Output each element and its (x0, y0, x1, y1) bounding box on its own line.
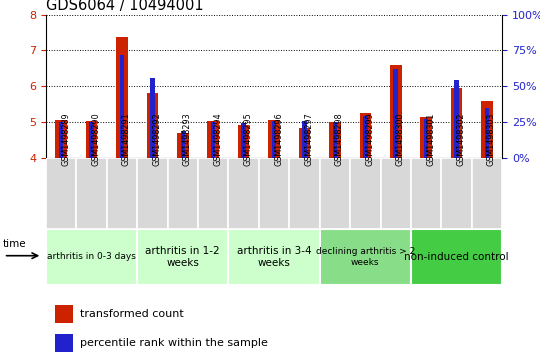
Text: GSM1498297: GSM1498297 (305, 113, 314, 166)
Text: GSM1498301: GSM1498301 (426, 113, 435, 166)
Bar (177, 133, 188, 158)
Text: GSM1498300: GSM1498300 (396, 113, 405, 166)
Text: GSM1498299: GSM1498299 (366, 113, 374, 166)
Text: arthritis in 1-2
weeks: arthritis in 1-2 weeks (145, 246, 220, 268)
Bar (89, 122, 94, 158)
Text: non-induced control: non-induced control (404, 252, 509, 262)
Bar (451, 87, 462, 158)
Text: GSM1498290: GSM1498290 (92, 113, 100, 166)
Bar (211, 122, 215, 158)
FancyBboxPatch shape (107, 158, 137, 229)
Text: GSM1498292: GSM1498292 (152, 113, 161, 166)
FancyBboxPatch shape (198, 158, 228, 229)
FancyBboxPatch shape (228, 158, 259, 229)
Text: GSM1498298: GSM1498298 (335, 113, 344, 166)
FancyBboxPatch shape (76, 158, 107, 229)
Text: GSM1498302: GSM1498302 (457, 113, 465, 166)
Text: percentile rank within the sample: percentile rank within the sample (80, 338, 268, 348)
Bar (302, 121, 307, 158)
FancyBboxPatch shape (137, 229, 228, 285)
Bar (272, 121, 276, 158)
Bar (238, 125, 249, 158)
Text: GSM1498295: GSM1498295 (244, 113, 253, 166)
Bar (454, 81, 459, 158)
Bar (59, 122, 63, 158)
FancyBboxPatch shape (167, 158, 198, 229)
Bar (333, 122, 337, 158)
Bar (55, 120, 67, 158)
Bar (268, 120, 280, 158)
FancyBboxPatch shape (441, 158, 472, 229)
FancyBboxPatch shape (259, 158, 289, 229)
Text: GSM1498291: GSM1498291 (122, 113, 131, 166)
Text: GSM1498294: GSM1498294 (213, 113, 222, 166)
FancyBboxPatch shape (289, 158, 320, 229)
FancyBboxPatch shape (472, 158, 502, 229)
Bar (146, 93, 158, 158)
FancyBboxPatch shape (228, 229, 320, 285)
Text: transformed count: transformed count (80, 309, 184, 319)
Bar (420, 117, 432, 158)
Bar (180, 131, 185, 158)
FancyBboxPatch shape (46, 229, 137, 285)
FancyBboxPatch shape (320, 229, 411, 285)
Bar (424, 119, 428, 158)
FancyBboxPatch shape (320, 158, 350, 229)
Bar (485, 108, 489, 158)
Bar (55, 334, 73, 352)
Bar (363, 116, 368, 158)
Bar (241, 123, 246, 158)
FancyBboxPatch shape (46, 158, 76, 229)
Text: GSM1498293: GSM1498293 (183, 113, 192, 166)
Bar (390, 65, 402, 158)
FancyBboxPatch shape (137, 158, 167, 229)
Text: GSM1498289: GSM1498289 (61, 113, 70, 166)
Bar (86, 121, 97, 158)
Text: arthritis in 3-4
weeks: arthritis in 3-4 weeks (237, 246, 312, 268)
Bar (207, 121, 219, 158)
Text: arthritis in 0-3 days: arthritis in 0-3 days (47, 252, 136, 261)
FancyBboxPatch shape (411, 229, 502, 285)
Bar (150, 78, 154, 158)
Bar (394, 69, 398, 158)
Text: declining arthritis > 2
weeks: declining arthritis > 2 weeks (316, 247, 415, 266)
Bar (120, 55, 124, 158)
Bar (299, 128, 310, 158)
FancyBboxPatch shape (381, 158, 411, 229)
Text: GDS6064 / 10494001: GDS6064 / 10494001 (46, 0, 204, 13)
FancyBboxPatch shape (350, 158, 381, 229)
Bar (55, 305, 73, 323)
Bar (481, 101, 493, 158)
Text: GSM1498303: GSM1498303 (487, 113, 496, 166)
Bar (329, 122, 341, 158)
Bar (116, 37, 128, 158)
Bar (360, 113, 371, 158)
FancyBboxPatch shape (411, 158, 441, 229)
Text: time: time (2, 240, 26, 249)
Text: GSM1498296: GSM1498296 (274, 113, 283, 166)
